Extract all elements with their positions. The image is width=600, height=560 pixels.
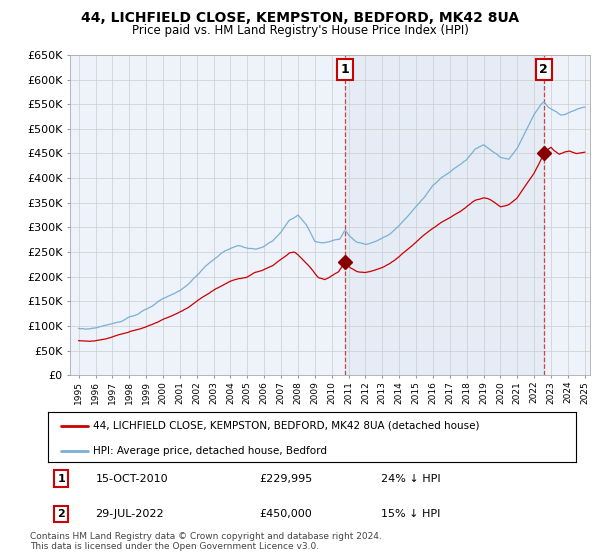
Text: 1: 1 xyxy=(341,63,349,76)
Text: 44, LICHFIELD CLOSE, KEMPSTON, BEDFORD, MK42 8UA: 44, LICHFIELD CLOSE, KEMPSTON, BEDFORD, … xyxy=(81,11,519,25)
Text: 1: 1 xyxy=(58,474,65,484)
Bar xyxy=(345,55,544,375)
Text: 29-JUL-2022: 29-JUL-2022 xyxy=(95,508,164,519)
Text: Contains HM Land Registry data © Crown copyright and database right 2024.
This d: Contains HM Land Registry data © Crown c… xyxy=(30,532,382,552)
Text: £229,995: £229,995 xyxy=(259,474,313,484)
Text: 2: 2 xyxy=(58,508,65,519)
Text: 44, LICHFIELD CLOSE, KEMPSTON, BEDFORD, MK42 8UA (detached house): 44, LICHFIELD CLOSE, KEMPSTON, BEDFORD, … xyxy=(93,421,479,431)
Text: 15-OCT-2010: 15-OCT-2010 xyxy=(95,474,168,484)
Text: 15% ↓ HPI: 15% ↓ HPI xyxy=(380,508,440,519)
Text: 2: 2 xyxy=(539,63,548,76)
Text: 24% ↓ HPI: 24% ↓ HPI xyxy=(380,474,440,484)
Text: HPI: Average price, detached house, Bedford: HPI: Average price, detached house, Bedf… xyxy=(93,446,327,456)
Text: £450,000: £450,000 xyxy=(259,508,312,519)
Text: Price paid vs. HM Land Registry's House Price Index (HPI): Price paid vs. HM Land Registry's House … xyxy=(131,24,469,36)
